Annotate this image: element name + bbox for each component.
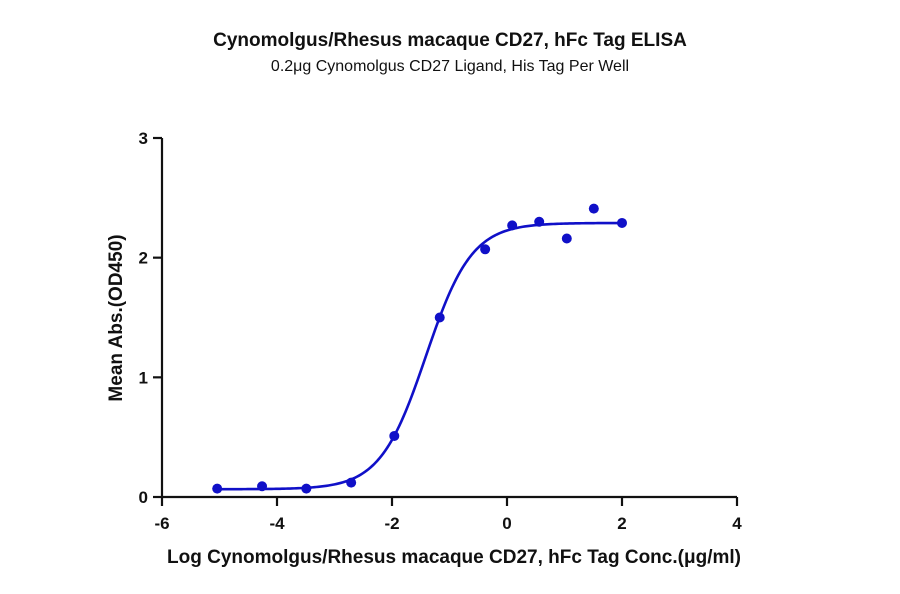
fit-curve bbox=[217, 221, 623, 491]
chart-title: Cynomolgus/Rhesus macaque CD27, hFc Tag … bbox=[213, 30, 687, 51]
data-point bbox=[212, 483, 223, 494]
data-point bbox=[507, 220, 518, 231]
chart-subtitle: 0.2μg Cynomolgus CD27 Ligand, His Tag Pe… bbox=[270, 58, 630, 75]
data-point bbox=[534, 216, 545, 227]
data-point bbox=[301, 483, 312, 494]
data-point bbox=[346, 477, 357, 488]
data-point bbox=[257, 481, 268, 492]
y-tick-label: 1 bbox=[139, 368, 148, 387]
axes: -6 -4 -2 0 2 4 0 1 2 3 bbox=[139, 129, 743, 533]
x-tick-label: 4 bbox=[732, 514, 742, 533]
x-tick-label: -2 bbox=[384, 514, 399, 533]
fit-curve-line bbox=[217, 221, 623, 491]
data-point bbox=[561, 233, 572, 244]
y-tick-label: 3 bbox=[139, 129, 148, 148]
data-point bbox=[588, 203, 599, 214]
x-tick-label: 2 bbox=[617, 514, 626, 533]
data-points bbox=[212, 203, 627, 494]
data-point bbox=[389, 430, 400, 441]
data-point bbox=[617, 217, 627, 228]
x-tick-label: 0 bbox=[502, 514, 511, 533]
y-axis-label: Mean Abs.(OD450) bbox=[106, 234, 127, 401]
data-point bbox=[434, 312, 445, 323]
x-tick-label: -6 bbox=[154, 514, 169, 533]
y-tick-label: 0 bbox=[139, 488, 148, 507]
x-axis-label: Log Cynomolgus/Rhesus macaque CD27, hFc … bbox=[167, 547, 741, 568]
x-tick-label: -4 bbox=[269, 514, 285, 533]
y-tick-label: 2 bbox=[139, 249, 148, 268]
data-point bbox=[480, 244, 491, 255]
